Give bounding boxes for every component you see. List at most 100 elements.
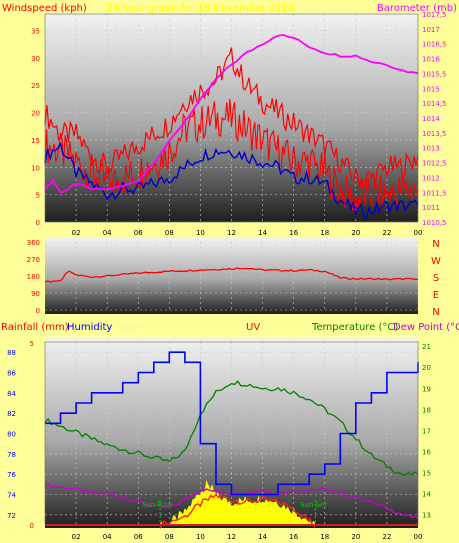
- barometer-y-tick-label: 1012,5: [422, 160, 447, 168]
- wind-x-tick-label: 00: [414, 229, 423, 237]
- rainfall-y-tick-label: 5: [30, 340, 34, 348]
- direction-y-tick-label: 0: [36, 307, 40, 315]
- barometer-y-tick-label: 1015: [422, 85, 440, 93]
- barometer-y-tick-label: 1010,5: [422, 219, 447, 227]
- wind-x-tick-label: 12: [227, 229, 236, 237]
- temperature-y-tick-label: 20: [422, 364, 431, 372]
- top-left-title: Windspeed (kph): [2, 3, 87, 14]
- wind-x-tick-label: 20: [351, 229, 360, 237]
- wind-y-tick-label: 0: [36, 219, 40, 227]
- climate-x-tick-label: 04: [103, 533, 112, 541]
- direction-compass-label: N: [432, 307, 439, 318]
- wind-y-tick-label: 25: [31, 82, 40, 90]
- humidity-y-tick-label: 72: [7, 512, 16, 520]
- temperature-y-tick-label: 19: [422, 385, 431, 393]
- direction-y-tick-label: 360: [27, 239, 40, 247]
- temperature-y-tick-label: 14: [422, 490, 431, 498]
- wind-x-tick-label: 08: [165, 229, 174, 237]
- climate-x-tick-label: 02: [72, 533, 81, 541]
- wind-frame: [44, 13, 419, 223]
- climate-frame: [44, 341, 419, 526]
- humidity-line: [45, 351, 419, 496]
- wind-y-tick-label: 30: [31, 55, 40, 63]
- direction-y-tick-label: 180: [27, 273, 40, 281]
- barometer-y-tick-label: 1015,5: [422, 70, 447, 78]
- barometer-y-tick-label: 1014,5: [422, 100, 447, 108]
- wind-x-tick-label: 06: [134, 229, 143, 237]
- barometer-y-tick-label: 1013,5: [422, 130, 447, 138]
- wind-average-line: [44, 141, 419, 219]
- barometer-y-tick-label: 1012: [422, 174, 440, 182]
- uv-line: [159, 493, 316, 529]
- barometer-y-tick-label: 1016,5: [422, 41, 447, 49]
- humidity-y-tick-label: 86: [7, 370, 16, 378]
- wind-x-tick-label: 04: [103, 229, 112, 237]
- direction-compass-label: S: [433, 273, 439, 284]
- direction-compass-label: E: [433, 290, 439, 301]
- barometer-y-tick-label: 1017: [422, 26, 440, 34]
- humidity-y-tick-label: 88: [7, 349, 16, 357]
- temperature-y-tick-label: 18: [422, 406, 431, 414]
- humidity-y-tick-label: 76: [7, 471, 16, 479]
- barometer-y-tick-label: 1013: [422, 145, 440, 153]
- rainfall-y-tick-label: 0: [30, 522, 34, 530]
- wind-x-tick-label: 18: [320, 229, 329, 237]
- climate-x-tick-label: 12: [227, 533, 236, 541]
- barometer-y-tick-label: 1014: [422, 115, 440, 123]
- climate-x-tick-label: 14: [258, 533, 267, 541]
- wind-axes: 02 04 06 08 10 12 14 16 18 20 22 000510152025303510…: [31, 11, 446, 237]
- direction-compass-label: W: [431, 256, 441, 267]
- climate-x-tick-label: 08: [165, 533, 174, 541]
- rainfall-title: Rainfall (mm): [1, 322, 69, 333]
- wind-x-tick-label: 10: [196, 229, 205, 237]
- wind-y-tick-label: 10: [31, 164, 40, 172]
- wind-speed-line: [44, 47, 419, 189]
- barometer-y-tick-label: 1017,5: [422, 11, 447, 19]
- climate-x-tick-label: 06: [134, 533, 143, 541]
- top-header-title: 24 hour graph for 18 November 2018: [106, 3, 294, 14]
- wind-x-tick-label: 16: [289, 229, 298, 237]
- temperature-y-tick-label: 15: [422, 469, 431, 477]
- climate-x-tick-label: 22: [382, 533, 391, 541]
- climate-x-tick-label: 20: [351, 533, 360, 541]
- barometer-y-tick-label: 1011,5: [422, 189, 447, 197]
- climate-x-tick-label: 00: [414, 533, 423, 541]
- temperature-y-tick-label: 13: [422, 511, 431, 519]
- wind-series: [44, 34, 419, 219]
- solar-area: [160, 480, 316, 525]
- wind-y-tick-label: 5: [36, 192, 40, 200]
- temperature-y-tick-label: 17: [422, 427, 431, 435]
- wind-direction-line: [44, 267, 419, 283]
- dew-point-title: Dew Point (°C): [393, 322, 459, 333]
- wind-x-tick-label: 02: [72, 229, 81, 237]
- humidity-y-tick-label: 80: [7, 431, 16, 439]
- temperature-title: Temperature (°C): [311, 322, 398, 333]
- humidity-title: Humidity: [67, 322, 112, 333]
- wind-y-tick-label: 20: [31, 110, 40, 118]
- direction-gridlines: [45, 241, 419, 311]
- barometer-y-tick-label: 1016: [422, 56, 440, 64]
- top-right-title: Barometer (mb): [377, 3, 457, 14]
- uv-title: UV: [246, 322, 260, 333]
- climate-axes: 02 04 06 08 10 12 14 16 18 20 22 00 72 74 76 78 80 82 84 86…: [7, 340, 431, 541]
- barometer-y-tick-label: 1011: [422, 204, 440, 212]
- wind-x-tick-label: 14: [258, 229, 267, 237]
- climate-x-tick-label: 16: [289, 533, 298, 541]
- direction-y-tick-label: 270: [27, 256, 40, 264]
- direction-series: [44, 267, 419, 283]
- direction-compass-label: N: [432, 239, 439, 250]
- solar-title: Solar: [117, 322, 143, 333]
- humidity-y-tick-label: 82: [7, 410, 16, 418]
- climate-x-tick-label: 18: [320, 533, 329, 541]
- wind-y-tick-label: 15: [31, 137, 40, 145]
- wind-gust-line: [44, 98, 419, 213]
- climate-x-tick-label: 10: [196, 533, 205, 541]
- barometer-line: [44, 34, 419, 194]
- temperature-line: [44, 380, 419, 476]
- humidity-y-tick-label: 84: [7, 390, 16, 398]
- direction-y-tick-label: 90: [31, 290, 40, 298]
- wind-x-tick-label: 22: [382, 229, 391, 237]
- sunrise-annotation: Sun Rise: [142, 501, 172, 509]
